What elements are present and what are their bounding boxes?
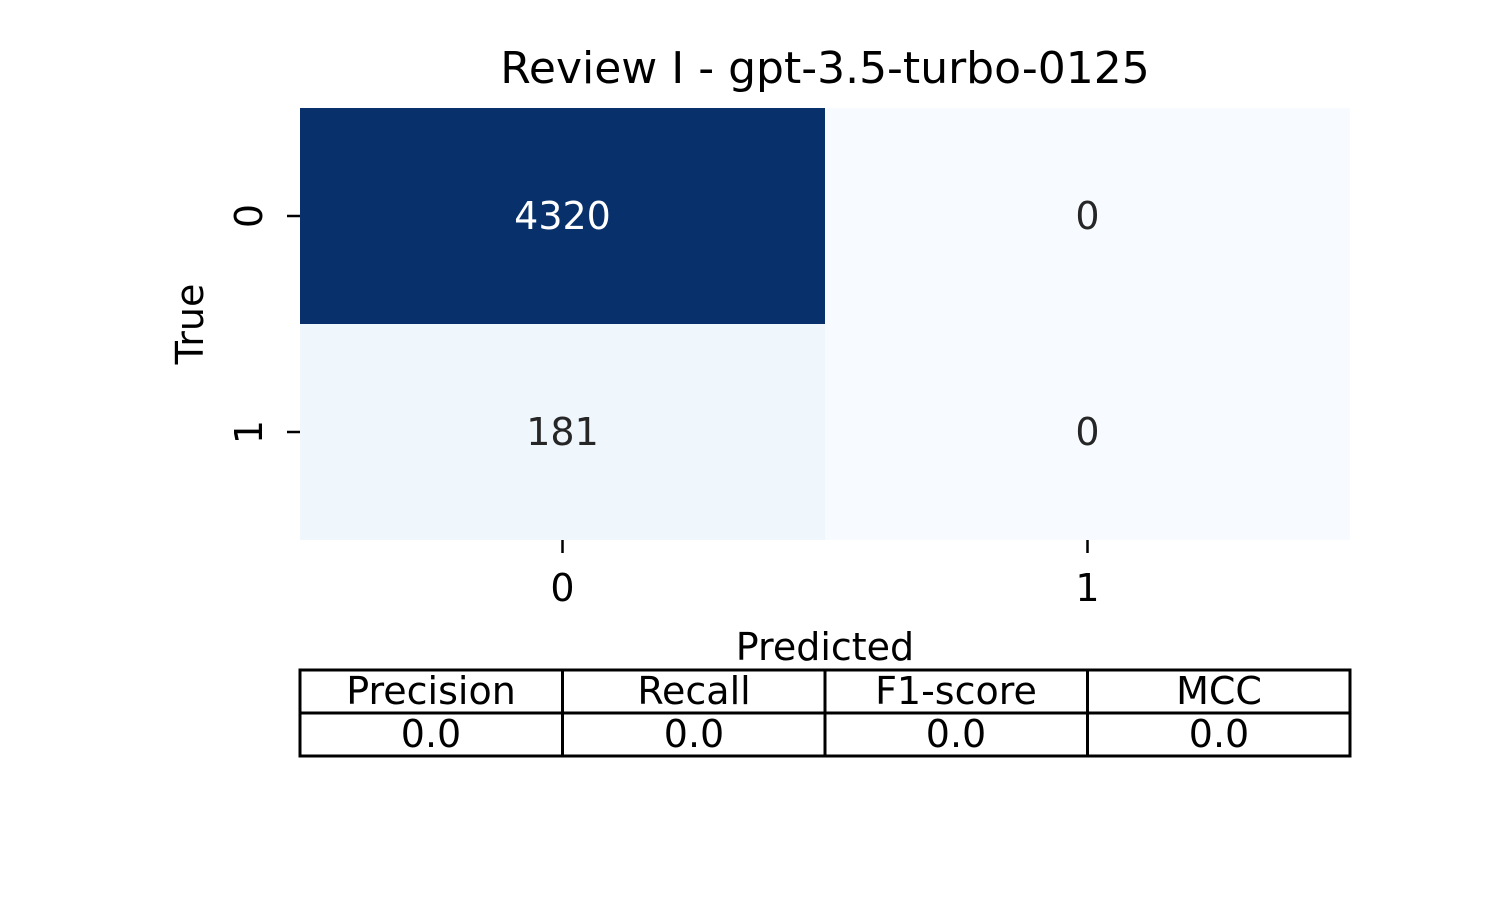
metrics-table: Precision Recall F1-score MCC 0.0 0.0 0.… (298, 668, 1352, 758)
heatmap-cell-label-1-1: 0 (1075, 410, 1099, 454)
x-tick-label-1: 1 (1075, 566, 1099, 610)
heatmap-cell-1-1 (825, 324, 1350, 540)
table-header-f1-score: F1-score (875, 669, 1037, 713)
table-header-mcc: MCC (1176, 669, 1262, 713)
table-value-mcc: 0.0 (1189, 712, 1249, 756)
table-header-precision: Precision (346, 669, 516, 713)
x-axis-label: Predicted (736, 625, 914, 669)
table-header-recall: Recall (637, 669, 750, 713)
y-axis-label: True (168, 284, 212, 366)
heatmap-cells (300, 108, 1350, 540)
heatmap-cell-label-0-1: 0 (1075, 194, 1099, 238)
heatmap-cell-0-0 (300, 108, 825, 324)
y-axis: 0 1 True (168, 204, 300, 444)
x-tick-label-0: 0 (550, 566, 574, 610)
table-value-precision: 0.0 (401, 712, 461, 756)
chart-title: Review I - gpt-3.5-turbo-0125 (500, 43, 1149, 94)
x-axis: 0 1 Predicted (550, 540, 1100, 669)
heatmap-cell-0-1 (825, 108, 1350, 324)
heatmap-cell-label-1-0: 181 (526, 410, 599, 454)
heatmap-cell-label-0-0: 4320 (514, 194, 611, 238)
table-value-f1-score: 0.0 (926, 712, 986, 756)
y-tick-label-1: 1 (227, 420, 271, 444)
y-tick-label-0: 0 (227, 204, 271, 228)
heatmap-cell-labels: 4320 0 181 0 (514, 194, 1099, 454)
table-value-recall: 0.0 (664, 712, 724, 756)
heatmap-cell-1-0 (300, 324, 825, 540)
